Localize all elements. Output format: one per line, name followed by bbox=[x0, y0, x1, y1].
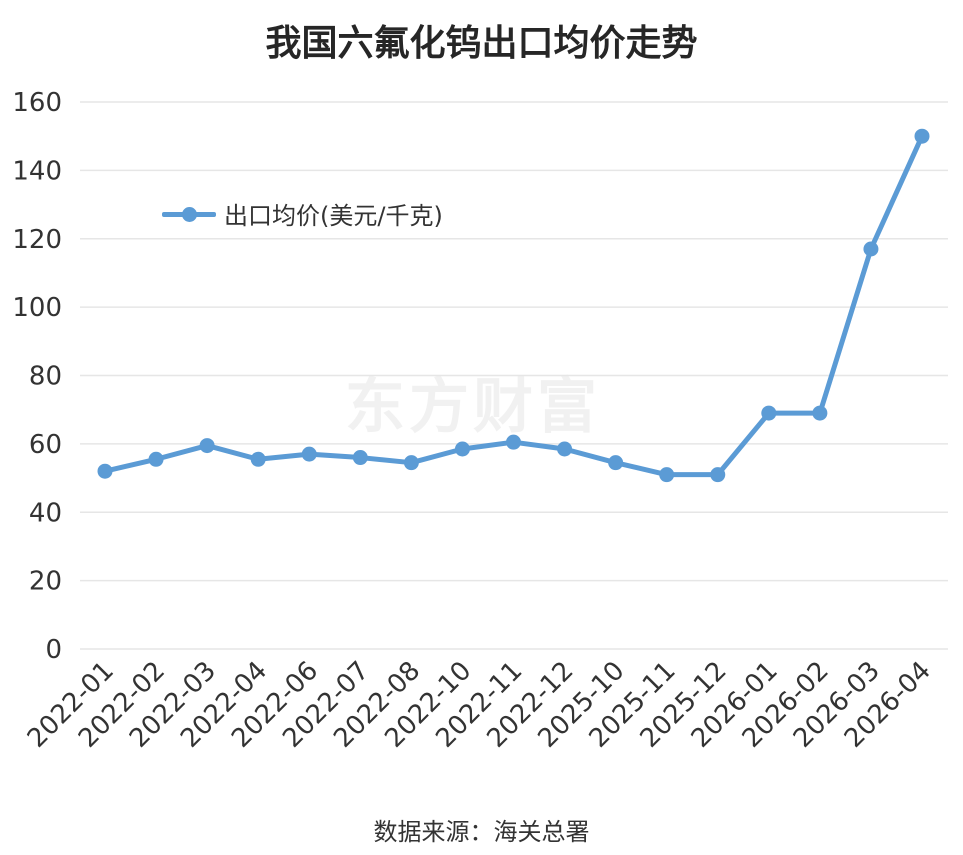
y-tick-label: 20 bbox=[29, 567, 62, 597]
source-note: 数据来源：海关总署 bbox=[373, 818, 590, 846]
y-tick-label: 80 bbox=[29, 362, 62, 392]
x-axis-tick-labels: 2022-012022-022022-032022-042022-062022-… bbox=[22, 656, 937, 754]
y-tick-label: 160 bbox=[12, 88, 62, 118]
data-point bbox=[557, 441, 573, 457]
data-point bbox=[97, 463, 113, 479]
legend-swatch bbox=[160, 201, 218, 227]
data-point bbox=[352, 450, 368, 466]
y-tick-label: 60 bbox=[29, 430, 62, 460]
data-point bbox=[659, 467, 675, 483]
data-point bbox=[761, 405, 777, 421]
grid-lines bbox=[80, 101, 948, 650]
data-point bbox=[863, 241, 879, 257]
data-point bbox=[710, 467, 726, 483]
data-point bbox=[608, 455, 624, 471]
data-point bbox=[250, 451, 266, 467]
y-tick-label: 120 bbox=[12, 225, 62, 255]
data-point bbox=[301, 446, 317, 462]
legend: 出口均价(美元/千克) bbox=[160, 196, 443, 231]
y-tick-label: 100 bbox=[12, 293, 62, 323]
watermark: 东方财富 bbox=[345, 372, 601, 442]
y-tick-label: 0 bbox=[45, 635, 62, 665]
data-point bbox=[506, 434, 521, 450]
legend-label: 出口均价(美元/千克) bbox=[224, 202, 443, 230]
data-point bbox=[199, 438, 215, 454]
y-tick-label: 40 bbox=[29, 498, 62, 528]
series-layer bbox=[97, 128, 930, 483]
data-point bbox=[148, 451, 164, 467]
data-point bbox=[454, 441, 470, 457]
data-point bbox=[812, 405, 828, 421]
data-point bbox=[914, 128, 930, 144]
y-axis-tick-labels: 0 20 40 60 80 100 120 140 160 bbox=[12, 88, 62, 665]
y-tick-label: 140 bbox=[12, 156, 62, 186]
chart-title: 我国六氟化钨出口均价走势 bbox=[265, 23, 698, 64]
data-point bbox=[403, 455, 419, 471]
series-line bbox=[102, 133, 925, 478]
